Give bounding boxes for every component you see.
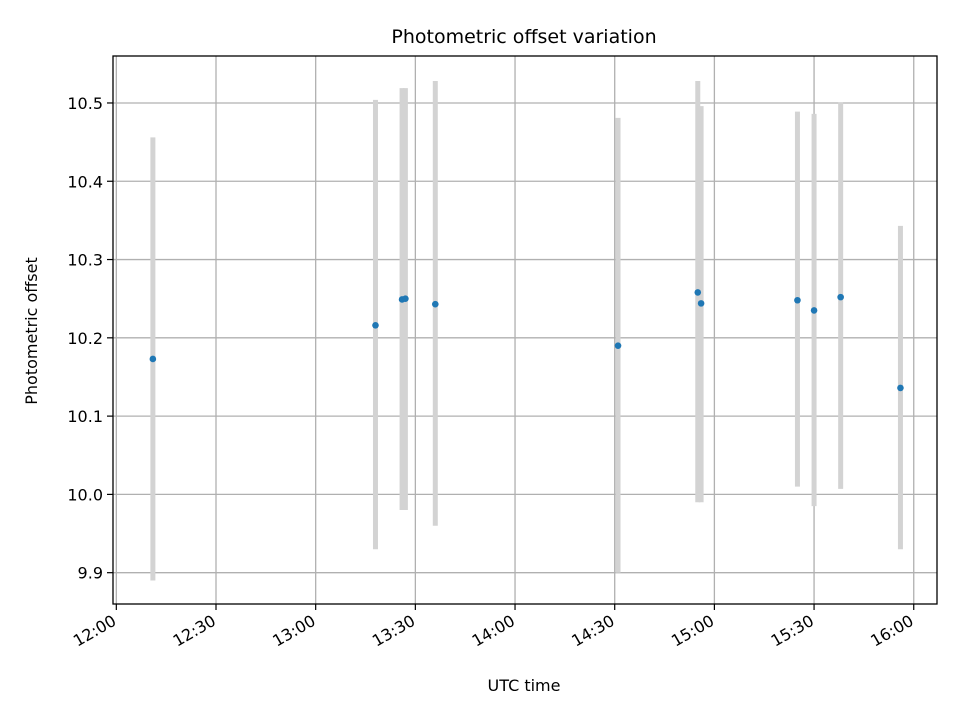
y-tick-label: 10.3: [67, 251, 103, 270]
data-point: [794, 296, 801, 304]
x-axis-title: UTC time: [488, 676, 561, 695]
y-tick-label: 10.5: [67, 94, 103, 113]
y-tick-label: 10.1: [67, 407, 103, 426]
data-point: [614, 342, 622, 349]
y-tick-label: 9.9: [78, 564, 103, 583]
data-point: [897, 384, 904, 392]
data-point: [837, 293, 844, 301]
y-tick-label: 10.0: [67, 485, 103, 504]
data-points: [149, 289, 904, 392]
y-axis-title: Photometric offset: [22, 257, 41, 405]
y-axis-ticks: 9.9 10.0 10.1 10.2 10.3 10.4 10.5: [67, 94, 113, 583]
y-tick-label: 10.2: [67, 329, 103, 348]
data-point: [431, 300, 439, 308]
chart-title: Photometric offset variation: [391, 26, 656, 48]
data-point: [810, 307, 818, 314]
plot-frame: [112, 55, 938, 605]
y-tick-label: 10.4: [67, 172, 103, 191]
data-point: [402, 295, 409, 302]
data-point: [372, 322, 379, 329]
data-point: [697, 300, 705, 307]
data-point: [694, 289, 702, 296]
data-point: [149, 355, 157, 363]
